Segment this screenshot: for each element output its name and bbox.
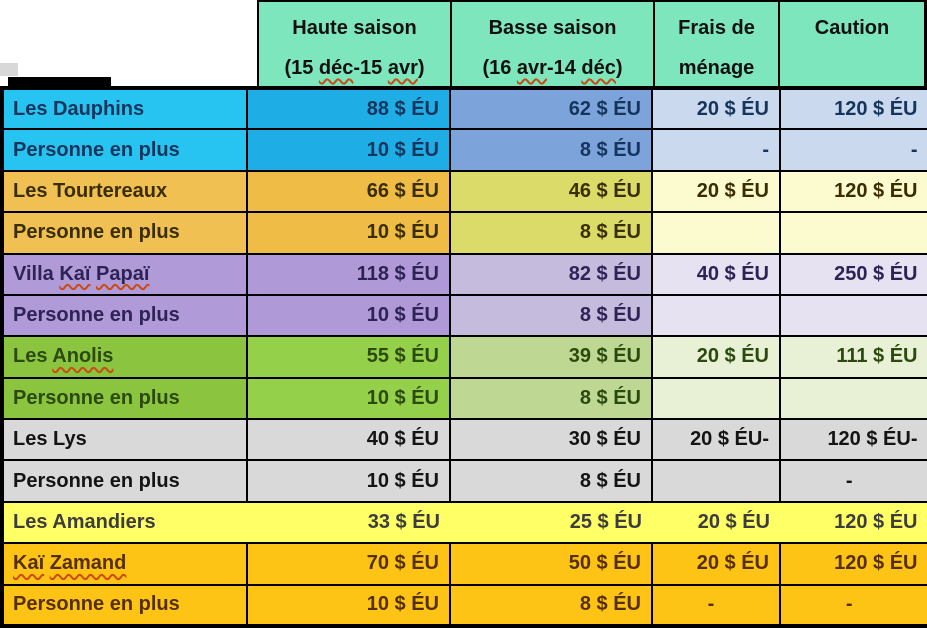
frais-menage-cell[interactable]: 20 $ ÉU xyxy=(651,85,781,131)
table-row: Personne en plus 10 $ ÉU 8 $ ÉU xyxy=(0,376,927,421)
row-label-cell[interactable]: Personne en plus xyxy=(0,211,248,255)
basse-saison-cell[interactable]: 8 $ ÉU xyxy=(449,459,653,503)
spellcheck-squiggle: Kaï xyxy=(13,552,45,575)
frais-menage-cell[interactable]: 20 $ ÉU xyxy=(651,169,781,214)
table-row: Personne en plus 10 $ ÉU 8 $ ÉU - xyxy=(0,459,927,503)
table-row: Personne en plus 10 $ ÉU 8 $ ÉU xyxy=(0,211,927,255)
caution-cell[interactable]: - xyxy=(779,128,927,172)
column-header-basse-saison[interactable]: Basse saison (16 avr-14 déc) xyxy=(450,0,653,86)
table-row: Personne en plus 10 $ ÉU 8 $ ÉU - - xyxy=(0,583,927,628)
table-row: Les Anolis 55 $ ÉU 39 $ ÉU 20 $ ÉU 111 $ ÉU xyxy=(0,335,927,379)
row-label-cell[interactable]: Les Dauphins xyxy=(0,85,248,131)
spellcheck-squiggle: Kaï xyxy=(59,262,91,285)
rates-table: Les Dauphins 88 $ ÉU 62 $ ÉU 20 $ ÉU 120 $ É… xyxy=(0,85,927,628)
table-row: Les Amandiers 33 $ ÉU 25 $ ÉU 20 $ ÉU 120 $ … xyxy=(0,500,927,545)
haute-saison-cell[interactable]: 55 $ ÉU xyxy=(246,335,451,379)
spellcheck-squiggle: Anolis xyxy=(52,345,114,368)
spellcheck-squiggle: Zamand xyxy=(49,552,127,575)
row-label-cell[interactable]: Personne en plus xyxy=(0,459,248,503)
basse-saison-cell[interactable]: 30 $ ÉU xyxy=(449,417,653,462)
haute-saison-cell[interactable]: 66 $ ÉU xyxy=(246,169,451,214)
table-row: Personne en plus 10 $ ÉU 8 $ ÉU - - xyxy=(0,128,927,172)
column-header-frais-menage[interactable]: Frais de ménage xyxy=(653,0,778,86)
haute-saison-cell[interactable]: 118 $ ÉU xyxy=(246,252,451,296)
basse-saison-cell[interactable]: 8 $ ÉU xyxy=(449,211,653,255)
caution-cell[interactable]: 250 $ ÉU xyxy=(779,252,927,296)
haute-saison-cell[interactable]: 10 $ ÉU xyxy=(246,211,451,255)
basse-saison-cell[interactable]: 8 $ ÉU xyxy=(449,128,653,172)
basse-saison-cell[interactable]: 62 $ ÉU xyxy=(449,85,653,131)
caution-cell[interactable]: 120 $ ÉU xyxy=(779,169,927,214)
frais-menage-cell[interactable]: 20 $ ÉU xyxy=(652,500,780,545)
row-label-cell[interactable]: Personne en plus xyxy=(0,583,248,628)
frais-menage-cell[interactable]: - xyxy=(651,583,781,628)
haute-saison-cell[interactable]: 70 $ ÉU xyxy=(246,542,451,586)
table-row: Les Tourtereaux 66 $ ÉU 46 $ ÉU 20 $ ÉU 120 … xyxy=(0,169,927,214)
frais-menage-cell[interactable] xyxy=(651,376,781,421)
row-label-cell[interactable]: Personne en plus xyxy=(0,293,248,338)
basse-saison-cell[interactable]: 50 $ ÉU xyxy=(449,542,653,586)
basse-saison-cell[interactable]: 82 $ ÉU xyxy=(449,252,653,296)
haute-saison-cell[interactable]: 10 $ ÉU xyxy=(246,583,451,628)
haute-saison-cell[interactable]: 10 $ ÉU xyxy=(246,376,451,421)
table-row: Les Lys 40 $ ÉU 30 $ ÉU 20 $ ÉU- 120 $ ÉU- xyxy=(0,417,927,462)
frais-menage-cell[interactable]: 40 $ ÉU xyxy=(651,252,781,296)
row-label-cell[interactable]: Kaï Zamand xyxy=(0,542,248,586)
basse-saison-cell[interactable]: 25 $ ÉU xyxy=(450,500,652,545)
caution-cell[interactable]: 120 $ ÉU xyxy=(779,85,927,131)
frais-menage-cell[interactable]: 20 $ ÉU xyxy=(651,542,781,586)
row-label-cell[interactable]: Villa Kaï Papaï xyxy=(0,252,248,296)
spellcheck-squiggle: avr xyxy=(387,57,418,79)
caution-cell[interactable]: 111 $ ÉU xyxy=(779,335,927,379)
caution-cell[interactable]: 120 $ ÉU xyxy=(779,542,927,586)
row-label-cell[interactable]: Les Lys xyxy=(0,417,248,462)
haute-saison-cell[interactable]: 10 $ ÉU xyxy=(246,128,451,172)
table-row: Personne en plus 10 $ ÉU 8 $ ÉU xyxy=(0,293,927,338)
basse-saison-cell[interactable]: 8 $ ÉU xyxy=(449,583,653,628)
frais-menage-cell[interactable] xyxy=(651,211,781,255)
caution-cell[interactable] xyxy=(779,211,927,255)
table-row: Villa Kaï Papaï 118 $ ÉU 82 $ ÉU 40 $ ÉU 250… xyxy=(0,252,927,296)
row-label-cell[interactable]: Les Tourtereaux xyxy=(0,169,248,214)
caution-cell[interactable] xyxy=(779,293,927,338)
scan-artifact-black xyxy=(8,77,111,88)
column-header-caution[interactable]: Caution xyxy=(778,0,927,86)
corner-cell xyxy=(0,0,257,86)
frais-menage-cell[interactable] xyxy=(651,293,781,338)
spellcheck-squiggle: déc xyxy=(318,57,354,79)
table-row: Les Dauphins 88 $ ÉU 62 $ ÉU 20 $ ÉU 120 $ É… xyxy=(0,85,927,131)
column-header-haute-saison[interactable]: Haute saison (15 déc-15 avr) xyxy=(257,0,450,86)
basse-saison-cell[interactable]: 39 $ ÉU xyxy=(449,335,653,379)
row-label-cell[interactable]: Personne en plus xyxy=(0,376,248,421)
caution-cell[interactable]: 120 $ ÉU- xyxy=(779,417,927,462)
row-label-cell[interactable]: Les Amandiers xyxy=(0,500,247,545)
row-label-cell[interactable]: Les Anolis xyxy=(0,335,248,379)
haute-saison-cell[interactable]: 10 $ ÉU xyxy=(246,459,451,503)
caution-cell[interactable]: 120 $ ÉU xyxy=(780,500,927,545)
haute-saison-cell[interactable]: 10 $ ÉU xyxy=(246,293,451,338)
frais-menage-cell[interactable]: 20 $ ÉU- xyxy=(651,417,781,462)
spellcheck-squiggle: avr xyxy=(516,57,547,79)
scan-artifact-gray xyxy=(0,63,18,76)
basse-saison-cell[interactable]: 8 $ ÉU xyxy=(449,293,653,338)
frais-menage-cell[interactable]: - xyxy=(651,128,781,172)
frais-menage-cell[interactable] xyxy=(651,459,781,503)
header-row: Haute saison (15 déc-15 avr) Basse saison(… xyxy=(0,0,927,86)
table-row: Kaï Zamand 70 $ ÉU 50 $ ÉU 20 $ ÉU 120 $ ÉU xyxy=(0,542,927,586)
haute-saison-cell[interactable]: 40 $ ÉU xyxy=(246,417,451,462)
caution-cell[interactable] xyxy=(779,376,927,421)
basse-saison-cell[interactable]: 8 $ ÉU xyxy=(449,376,653,421)
frais-menage-cell[interactable]: 20 $ ÉU xyxy=(651,335,781,379)
haute-saison-cell[interactable]: 88 $ ÉU xyxy=(246,85,451,131)
caution-cell[interactable]: - xyxy=(779,459,927,503)
haute-saison-cell[interactable]: 33 $ ÉU xyxy=(247,500,450,545)
row-label-cell[interactable]: Personne en plus xyxy=(0,128,248,172)
spellcheck-squiggle: déc xyxy=(581,57,616,79)
spellcheck-squiggle: Papaï xyxy=(96,262,150,285)
caution-cell[interactable]: - xyxy=(779,583,927,628)
basse-saison-cell[interactable]: 46 $ ÉU xyxy=(449,169,653,214)
